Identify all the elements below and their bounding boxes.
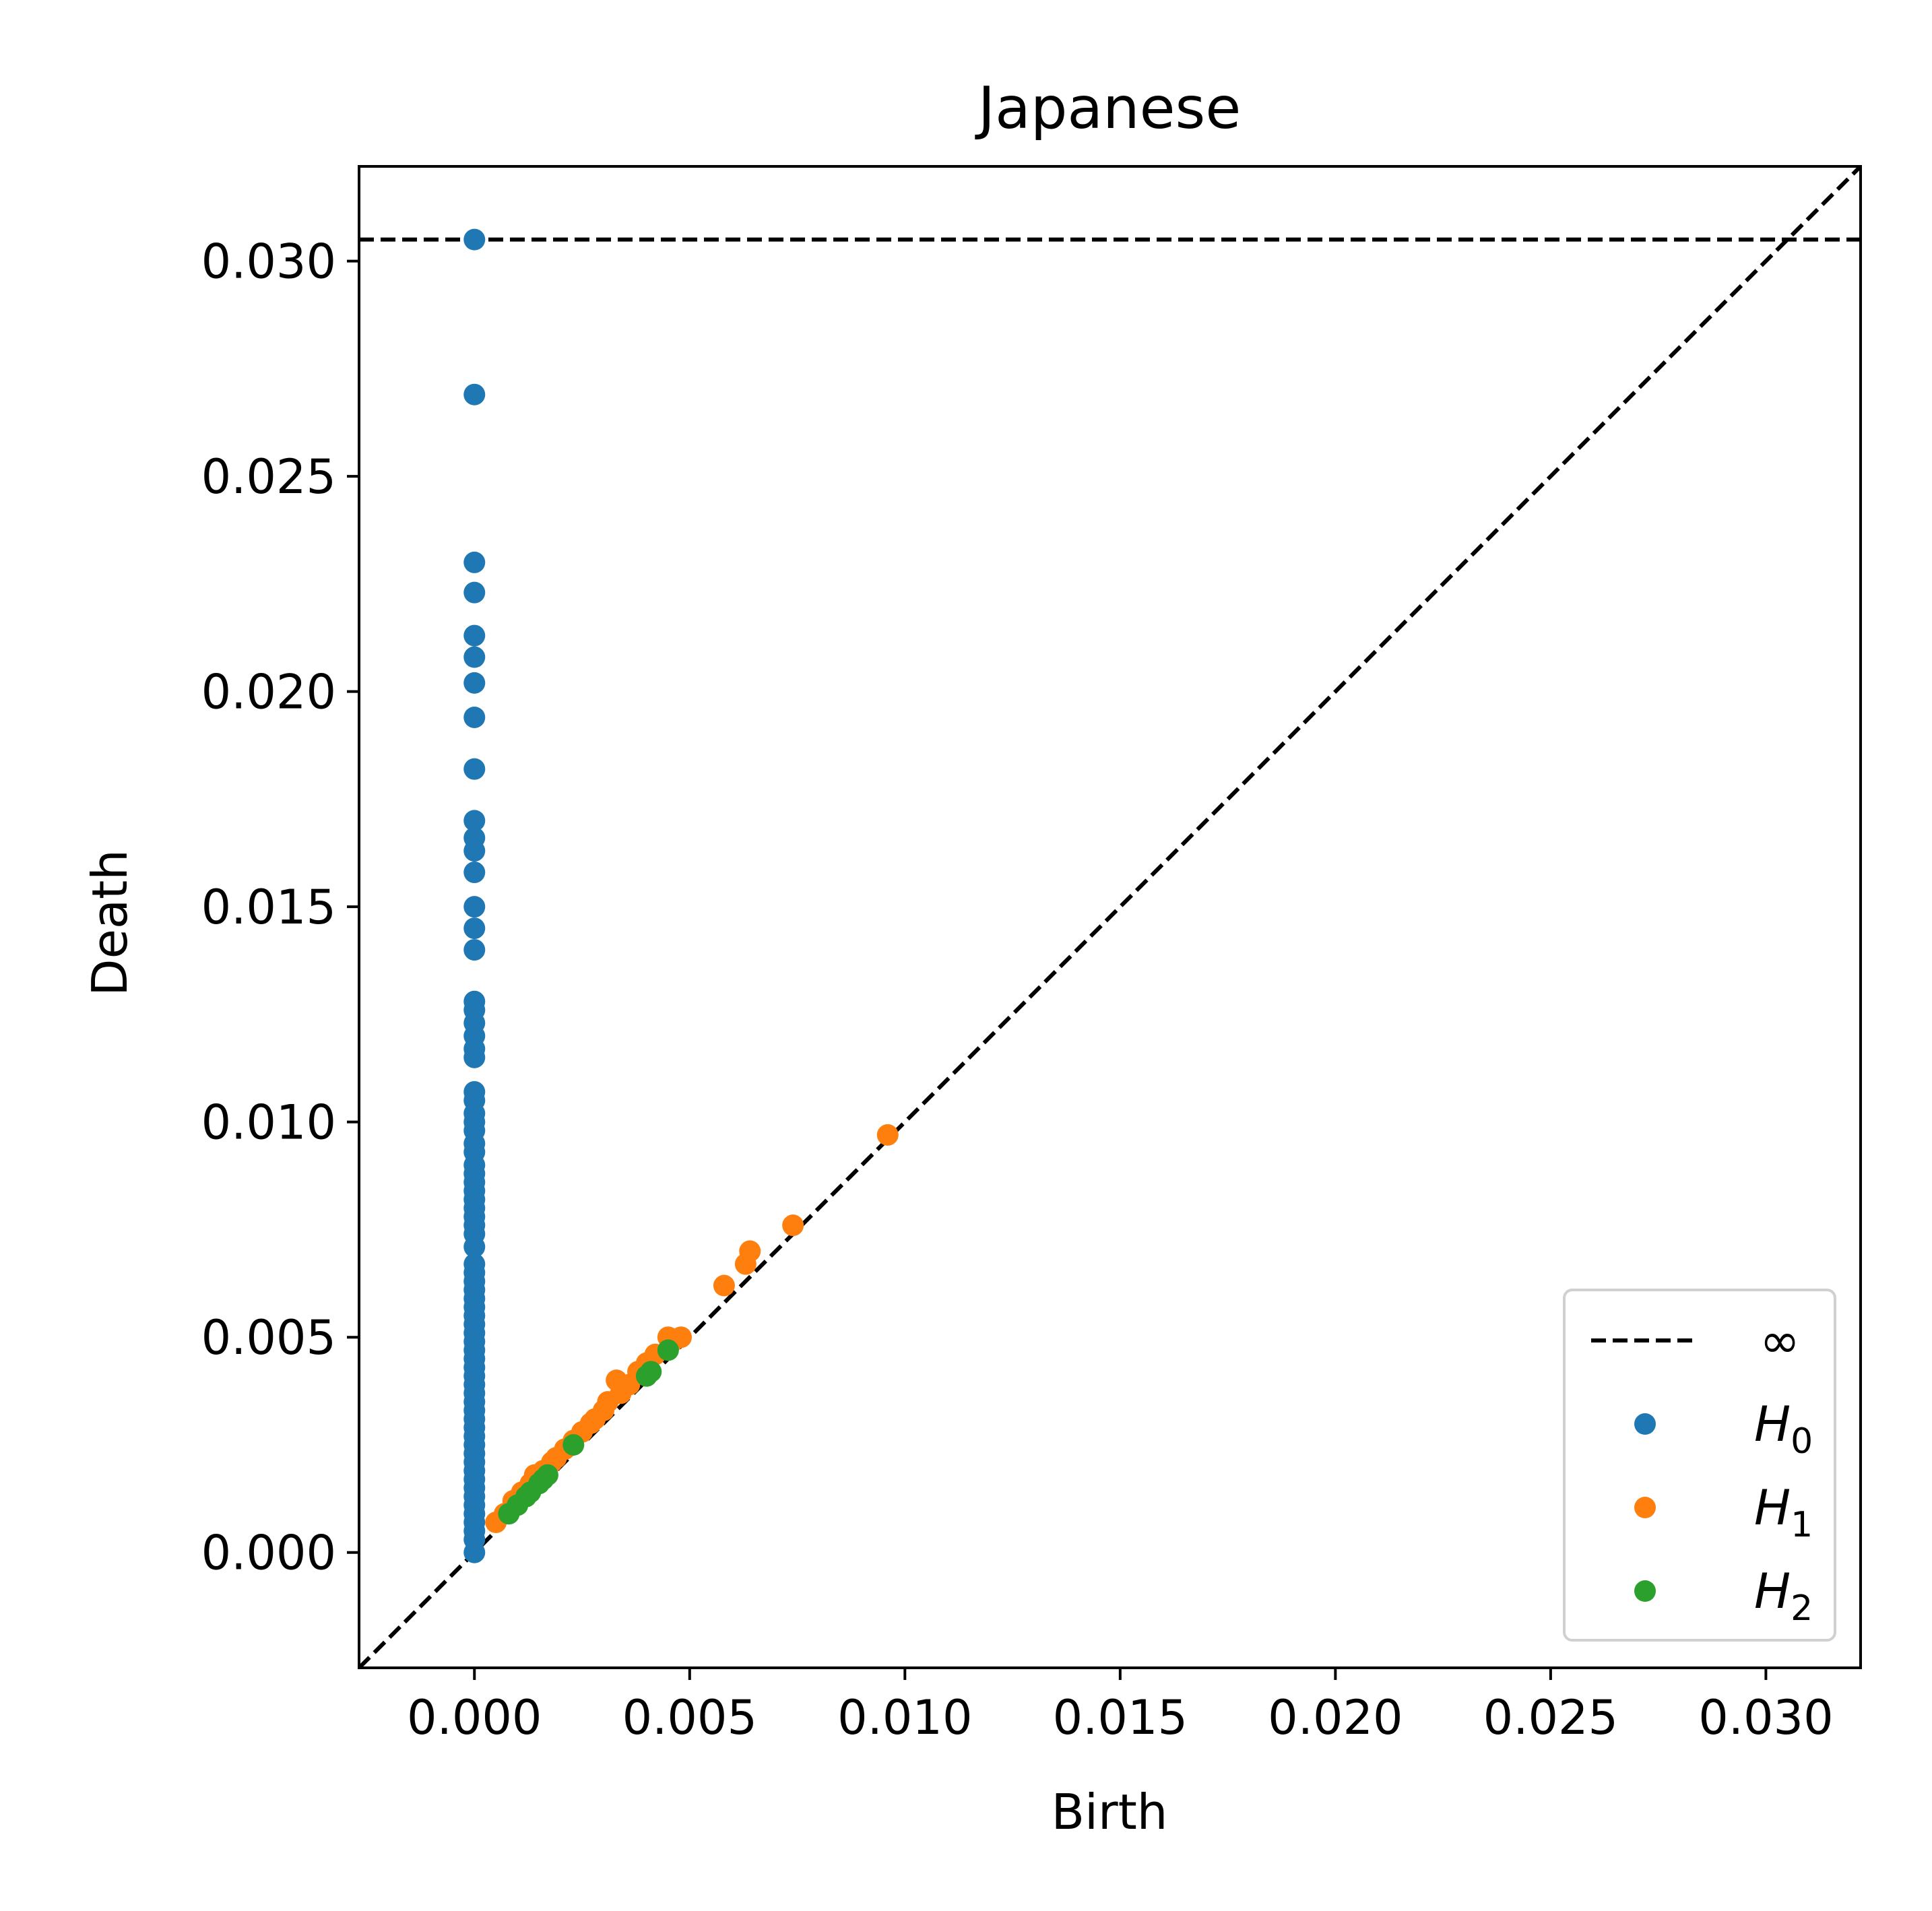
data-point-h0	[463, 810, 486, 832]
data-point-h2	[657, 1339, 679, 1361]
data-point-h0	[463, 939, 486, 961]
data-point-h0	[463, 581, 486, 604]
y-tick-label: 0.005	[201, 1310, 336, 1365]
y-tick-label: 0.030	[201, 234, 336, 290]
plot-inner	[359, 166, 1861, 1668]
data-point-h1	[713, 1274, 735, 1297]
data-point-h0	[463, 1236, 486, 1258]
data-point-h0	[463, 383, 486, 406]
data-point-h0	[463, 758, 486, 780]
series-h2	[498, 1339, 679, 1525]
x-tick-label: 0.025	[1483, 1690, 1618, 1745]
x-tick-label: 0.000	[407, 1690, 542, 1745]
legend-box	[1563, 1289, 1836, 1642]
data-point-h0	[463, 1046, 486, 1068]
data-point-h0	[463, 706, 486, 728]
data-point-h0	[463, 646, 486, 668]
data-point-h1	[876, 1124, 899, 1146]
data-point-h1	[782, 1214, 804, 1237]
x-tick-label: 0.020	[1268, 1690, 1403, 1745]
y-axis-label: Death	[82, 849, 138, 996]
plot-frame	[358, 165, 1862, 1669]
data-point-h0	[463, 917, 486, 940]
data-point-h0	[463, 896, 486, 918]
legend-label-h2: H2	[1754, 1563, 1813, 1629]
data-point-h0	[463, 672, 486, 694]
x-tick-label: 0.010	[837, 1690, 972, 1745]
x-tick-label: 0.015	[1053, 1690, 1188, 1745]
x-axis-label: Birth	[1052, 1784, 1168, 1840]
data-point-h2	[498, 1503, 520, 1525]
y-tick-label: 0.015	[201, 880, 336, 935]
legend-infinity-label: ∞	[1760, 1312, 1800, 1369]
legend-label-subscript: 0	[1791, 1421, 1813, 1462]
legend-label-h0: H0	[1754, 1396, 1813, 1462]
x-axis: 0.000 0.005 0.010 0.015 0.020 0.025 0.030	[407, 1668, 1834, 1745]
x-tick-label: 0.005	[622, 1690, 757, 1745]
data-point-h2	[635, 1365, 657, 1387]
y-tick-label: 0.010	[201, 1095, 336, 1151]
legend-label-base: H	[1754, 1396, 1791, 1452]
plot-area	[358, 165, 1862, 1669]
data-point-h0	[463, 624, 486, 647]
x-tick-label: 0.030	[1698, 1690, 1833, 1745]
data-point-h0	[463, 840, 486, 862]
y-tick-label: 0.025	[201, 449, 336, 505]
data-point-h1	[734, 1253, 756, 1275]
data-point-h2	[562, 1433, 585, 1456]
y-tick-label: 0.000	[201, 1526, 336, 1581]
legend-label-base: H	[1754, 1563, 1791, 1619]
data-point-h0	[463, 1541, 486, 1563]
legend-label-base: H	[1754, 1479, 1791, 1536]
legend-label-h1: H1	[1754, 1479, 1813, 1545]
y-tick-label: 0.020	[201, 665, 336, 720]
legend-marker-h0	[1634, 1413, 1656, 1435]
data-point-h0	[463, 228, 486, 251]
y-axis: 0.000 0.005 0.010 0.015 0.020 0.025 0.030	[201, 234, 359, 1581]
data-point-h0	[463, 862, 486, 884]
legend-label-subscript: 1	[1791, 1505, 1813, 1545]
data-point-h0	[463, 551, 486, 573]
series-h0	[463, 228, 486, 1563]
legend-label-subscript: 2	[1791, 1588, 1813, 1629]
chart-title: Japanese	[975, 75, 1242, 142]
legend-marker-h2	[1634, 1580, 1656, 1602]
legend-marker-h1	[1634, 1497, 1656, 1518]
